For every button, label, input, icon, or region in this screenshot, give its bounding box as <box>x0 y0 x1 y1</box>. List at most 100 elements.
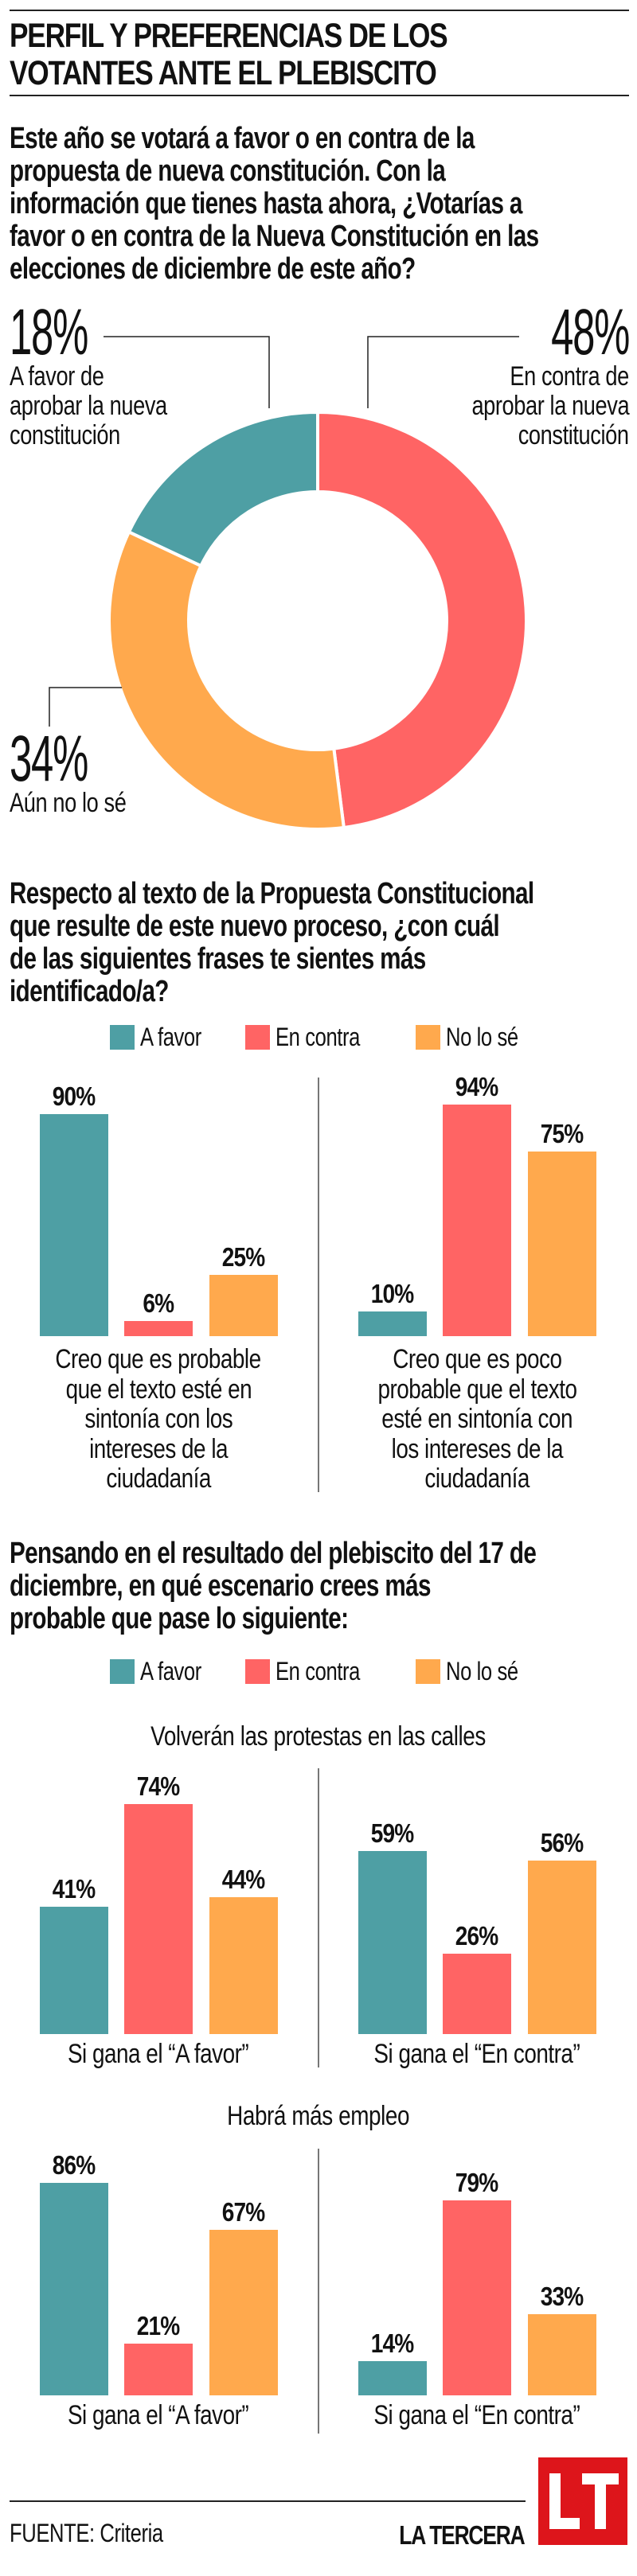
bar-a-favor <box>40 1114 108 1336</box>
page-title-line: PERFIL Y PREFERENCIAS DE LOS <box>10 17 448 55</box>
question-2: Respecto al texto de la Propuesta Consti… <box>10 878 637 1008</box>
category-label-row: que el texto esté en <box>7 1374 310 1405</box>
legend-label-text: En contra <box>276 1023 360 1051</box>
bar-value-label: 33% <box>514 2282 610 2311</box>
legend-label-text: A favor <box>140 1023 201 1051</box>
bar-value-label: 79% <box>429 2169 525 2197</box>
category-label-row: intereses de la <box>7 1433 310 1465</box>
bar-value-text: 25% <box>222 1241 265 1272</box>
donut-value-a-favor: 18% <box>10 300 135 365</box>
bar-value-text: 41% <box>53 1874 96 1904</box>
bar-value-label: 6% <box>111 1289 206 1318</box>
slice-label-line: constitución <box>10 420 120 450</box>
category-label: Si gana el “A favor” <box>7 2039 310 2070</box>
bar-value-label: 41% <box>26 1875 122 1904</box>
question-3: Pensando en el resultado del plebiscito … <box>10 1537 637 1635</box>
category-label-line: ciudadanía <box>106 1463 211 1494</box>
leader-line-a-favor <box>104 336 270 408</box>
question-line: de las siguientes frases te sientes más <box>10 942 426 976</box>
category-label-row: Si gana el “En contra” <box>326 2039 628 2070</box>
donut-chart <box>49 336 528 831</box>
category-label: Creo que es probable que el texto esté en… <box>7 1344 310 1495</box>
slice-label-line: aprobar la nueva <box>10 391 167 421</box>
legend-swatch-orange <box>416 1025 440 1050</box>
page-title-line: VOTANTES ANTE EL PLEBISCITO <box>10 54 437 92</box>
category-label-line: Si gana el “A favor” <box>68 2039 249 2069</box>
legend-label-text: No lo sé <box>446 1657 518 1686</box>
bar-value-text: 75% <box>541 1118 584 1148</box>
la-tercera-logo: LT <box>538 2457 627 2545</box>
question-line: Este año se votará a favor o en contra d… <box>10 122 475 155</box>
legend-label: A favor <box>140 1658 217 1685</box>
bar-value-label: 26% <box>429 1921 525 1951</box>
bar-value-label: 90% <box>26 1082 122 1111</box>
legend-label: No lo sé <box>446 1658 536 1685</box>
brand-name: LA TERCERA <box>368 2520 525 2550</box>
legend-label: A favor <box>140 1023 217 1050</box>
bar-a-favor <box>358 1850 427 2034</box>
legend-swatch-red <box>245 1025 270 1050</box>
question-line: identificado/a? <box>10 975 169 1008</box>
question-line: que resulte de este nuevo proceso, ¿con … <box>10 910 500 943</box>
leader-line-en-contra <box>367 336 519 408</box>
category-label-line: Creo que es poco <box>392 1344 562 1374</box>
category-label-row: ciudadanía <box>326 1463 628 1495</box>
bar-en-contra <box>124 1321 193 1336</box>
bar-value-text: 56% <box>541 1827 584 1857</box>
bar-value-text: 86% <box>53 2150 96 2180</box>
legend-chart-3: A favor En contra No lo sé <box>0 1658 637 1685</box>
legend-swatch-teal <box>110 1025 135 1050</box>
chart-title-protestas: Volverán las protestas en las calles <box>0 1721 637 1752</box>
legend-label-text: En contra <box>276 1657 360 1686</box>
bar-value-label: 21% <box>111 2311 206 2340</box>
category-label-line: los intereses de la <box>391 1433 563 1464</box>
bar-value-text: 59% <box>371 1818 414 1848</box>
bar-value-label: 67% <box>196 2198 291 2227</box>
bar-value-text: 33% <box>541 2281 584 2311</box>
category-label-row: ciudadanía <box>7 1463 310 1495</box>
bar-value-label: 14% <box>345 2329 440 2358</box>
bar-value-label: 86% <box>26 2151 122 2180</box>
legend-swatch-orange <box>416 1659 440 1684</box>
group-divider <box>318 1768 319 2067</box>
bar-en-contra <box>443 1104 511 1336</box>
bar-a-favor <box>40 2183 108 2395</box>
category-label: Si gana el “En contra” <box>326 2400 628 2431</box>
bar-value-text: 94% <box>455 1071 498 1101</box>
bar-no-lo-se <box>209 2230 278 2395</box>
donut-value-no-lo-se: 34% <box>10 727 135 792</box>
bar-en-contra <box>443 1953 511 2034</box>
legend-chart-2: A favor En contra No lo sé <box>0 1023 637 1050</box>
brand-text: LA TERCERA <box>398 2520 525 2550</box>
question-line: diciembre, en qué escenario crees más <box>10 1569 431 1603</box>
slice-label-line: aprobar la nueva <box>471 391 629 421</box>
category-label-row: Creo que es probable <box>7 1344 310 1375</box>
source-note: FUENTE: Criteria <box>10 2519 201 2547</box>
bar-no-lo-se <box>528 1860 596 2034</box>
category-label-row: Creo que es poco <box>326 1344 628 1375</box>
donut-value-en-contra: 48% <box>503 300 630 365</box>
bar-value-text: 79% <box>455 2168 498 2198</box>
source-text: FUENTE: Criteria <box>10 2519 163 2547</box>
group-divider <box>318 1078 319 1492</box>
bar-value-label: 94% <box>429 1071 525 1101</box>
donut-slice-en-contra <box>316 410 528 830</box>
donut-slice-no-lo-se <box>107 529 346 831</box>
category-label-row: esté en sintonía con <box>326 1404 628 1435</box>
category-label: Si gana el “En contra” <box>326 2039 628 2070</box>
bar-value-label: 25% <box>196 1241 291 1272</box>
bar-en-contra <box>443 2200 511 2395</box>
bar-value-text: 44% <box>222 1865 265 1895</box>
title-bottom-rule <box>10 95 629 96</box>
question-line: Pensando en el resultado del plebiscito … <box>10 1537 537 1570</box>
bar-value-text: 74% <box>137 1771 180 1802</box>
category-label-line: probable que el texto <box>377 1374 577 1405</box>
category-label-line: intereses de la <box>89 1433 228 1464</box>
leader-line-no-lo-se <box>49 687 122 727</box>
bar-value-label: 75% <box>514 1118 610 1148</box>
bar-value-text: 67% <box>222 2197 265 2227</box>
slice-label-line: A favor de <box>10 361 104 392</box>
slice-label-line: Aún no lo sé <box>10 788 127 818</box>
question-line: probable que pase lo siguiente: <box>10 1602 349 1635</box>
footer-rule <box>10 2500 526 2502</box>
